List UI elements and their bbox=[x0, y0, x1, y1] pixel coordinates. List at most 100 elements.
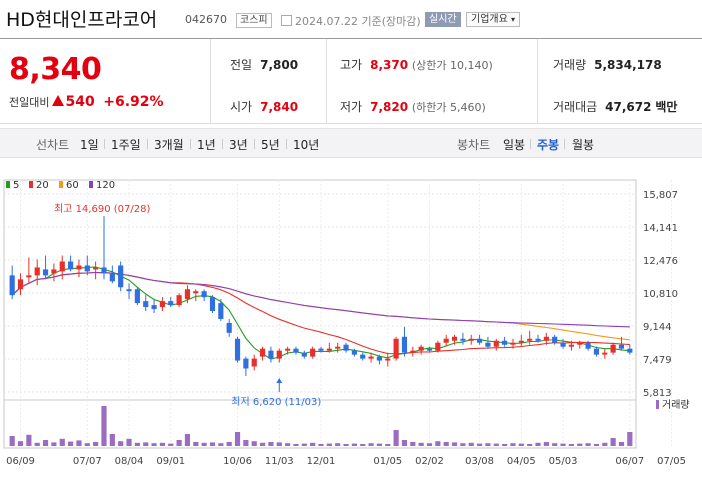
current-price-box: 8,340 전일대비 540 +6.92% bbox=[0, 39, 210, 123]
line-chart-label: 선차트 bbox=[36, 138, 70, 152]
candle-body bbox=[443, 338, 449, 343]
candle-body bbox=[627, 348, 633, 353]
plot-frame bbox=[3, 179, 637, 449]
volume-bar bbox=[602, 442, 608, 446]
candle-body bbox=[610, 344, 616, 353]
stock-name: HD현대인프라코어 bbox=[6, 9, 158, 31]
volume-legend-swatch bbox=[656, 400, 659, 409]
x-tick-label: 10/06 bbox=[223, 456, 252, 467]
candle-body bbox=[418, 346, 424, 351]
candle-body bbox=[9, 275, 15, 296]
volume-bar bbox=[476, 443, 483, 446]
candle-body bbox=[318, 348, 324, 351]
calendar-icon bbox=[281, 15, 292, 26]
candle-body bbox=[101, 267, 107, 274]
volume-bar bbox=[93, 442, 99, 446]
open-price: 시가 7,840 bbox=[230, 98, 298, 115]
volume-bar bbox=[134, 442, 140, 446]
candle-body bbox=[293, 348, 299, 353]
amount-unit: 백만 bbox=[655, 100, 678, 114]
volume-bar bbox=[209, 442, 216, 446]
upper-limit: (상한가 10,140) bbox=[411, 59, 493, 72]
volume-bar bbox=[109, 434, 115, 446]
legend-label: 60 bbox=[66, 180, 79, 191]
candle-body bbox=[485, 342, 491, 347]
change-value: 540 bbox=[65, 94, 95, 110]
candle-body bbox=[577, 342, 583, 345]
candle-body bbox=[42, 269, 49, 276]
volume-bar bbox=[610, 438, 616, 446]
y-tick-label: 10,810 bbox=[643, 289, 678, 300]
candle-body bbox=[285, 348, 291, 351]
period-3m[interactable]: 3개월 bbox=[154, 138, 184, 152]
candle-monthly[interactable]: 월봉 bbox=[572, 138, 595, 152]
candle-body bbox=[234, 338, 241, 361]
volume-bar bbox=[435, 441, 441, 446]
stock-code: 042670 bbox=[185, 13, 227, 26]
legend-label: 20 bbox=[36, 180, 49, 191]
y-tick-label: 9,144 bbox=[643, 322, 672, 333]
volume-bar bbox=[42, 440, 49, 446]
volume-bar bbox=[268, 442, 274, 446]
candle-body bbox=[84, 265, 90, 272]
period-1y[interactable]: 1년 bbox=[197, 138, 216, 152]
volume-value: 5,834,178 bbox=[594, 58, 662, 72]
candle-body bbox=[326, 348, 332, 351]
y-tick-label: 5,813 bbox=[643, 388, 672, 399]
amount-stat: 거래대금 47,672 백만 bbox=[553, 98, 677, 115]
candle-body bbox=[126, 289, 132, 292]
period-3y[interactable]: 3년 bbox=[229, 138, 248, 152]
prev-close: 전일 7,800 bbox=[230, 56, 298, 73]
volume-bar bbox=[393, 430, 399, 446]
candle-body bbox=[368, 356, 374, 359]
divider bbox=[222, 139, 223, 149]
candle-weekly[interactable]: 주봉 bbox=[537, 138, 560, 152]
x-tick-label: 11/03 bbox=[265, 456, 294, 467]
y-tick-label: 7,479 bbox=[643, 355, 672, 366]
candle-body bbox=[351, 350, 357, 355]
volume-bar bbox=[59, 438, 65, 446]
open-value: 7,840 bbox=[260, 100, 299, 114]
up-arrow-icon bbox=[52, 95, 65, 106]
volume-bar bbox=[426, 443, 433, 446]
candle-body bbox=[201, 291, 207, 298]
candle-body bbox=[184, 289, 191, 300]
prev-label: 전일 bbox=[230, 58, 253, 72]
divider bbox=[530, 139, 531, 149]
weekly-candle-chart[interactable]: 15,807 14,141 12,476 10,810 9,144 7,479 5,813 0… bbox=[0, 160, 702, 477]
amount-label: 거래대금 bbox=[553, 100, 598, 114]
company-info-button[interactable]: 기업개요 ▾ bbox=[466, 12, 521, 27]
volume-bar bbox=[243, 440, 249, 446]
volume-bar bbox=[26, 434, 32, 446]
divider bbox=[564, 139, 565, 149]
volume-bar bbox=[418, 442, 424, 446]
period-1w[interactable]: 1주일 bbox=[111, 138, 141, 152]
period-1d[interactable]: 1일 bbox=[80, 138, 99, 152]
volume-label: 거래량 bbox=[553, 58, 587, 72]
prev-value: 7,800 bbox=[260, 58, 299, 72]
realtime-button[interactable]: 실시간 bbox=[425, 12, 461, 27]
period-10y[interactable]: 10년 bbox=[293, 138, 320, 152]
candle-daily[interactable]: 일봉 bbox=[503, 138, 526, 152]
candle-body bbox=[268, 350, 274, 359]
volume-bar bbox=[410, 442, 416, 446]
min-price-label: 최저 6,620 (11/03) bbox=[231, 396, 321, 408]
volume-bar bbox=[168, 443, 174, 446]
candle-body bbox=[535, 338, 541, 341]
y-tick-label: 15,807 bbox=[643, 190, 678, 201]
candle-body bbox=[118, 265, 124, 288]
volume-legend-label: 거래량 bbox=[662, 399, 690, 411]
candle-body bbox=[68, 261, 74, 270]
volume-bar bbox=[351, 443, 357, 446]
legend-swatch bbox=[89, 181, 93, 188]
volume-bar bbox=[627, 432, 633, 446]
volume-bar bbox=[460, 443, 466, 446]
divider bbox=[104, 139, 105, 149]
period-5y[interactable]: 5년 bbox=[261, 138, 280, 152]
volume-bar bbox=[259, 442, 266, 446]
volume-bar bbox=[568, 444, 574, 446]
x-tick-label: 06/07 bbox=[615, 456, 644, 467]
open-label: 시가 bbox=[230, 100, 253, 114]
volume-bar bbox=[34, 442, 40, 446]
candle-body bbox=[360, 354, 366, 359]
